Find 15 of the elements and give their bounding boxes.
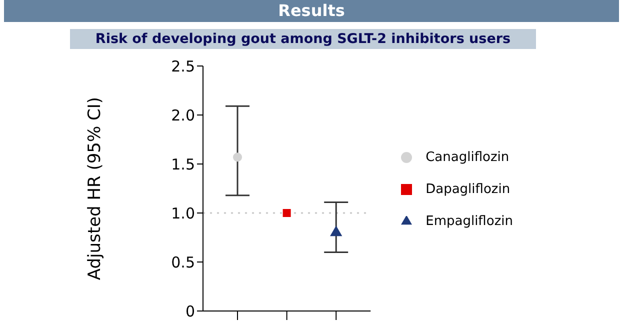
y-axis-title: Adjusted HR (95% CI) [85,96,106,280]
point [232,152,242,162]
y-tick-label: 2.0 [171,106,195,124]
y-tick-label: 0 [185,302,195,320]
legend-label: Canagliflozin [426,150,510,165]
y-tick-label: 0.5 [171,253,195,272]
point [330,226,342,236]
point [282,209,291,217]
legend-label: Dapagliflozin [426,182,510,197]
legend-label: Empagliflozin [426,214,513,229]
chart-subtitle: Risk of developing gout among SGLT-2 inhibitors users [70,29,536,49]
y-tick-label: 1.5 [171,155,195,174]
y-tick-label: 1.0 [171,204,195,222]
y-tick-label: 2.5 [171,57,195,76]
chart-title: Results [4,0,619,22]
